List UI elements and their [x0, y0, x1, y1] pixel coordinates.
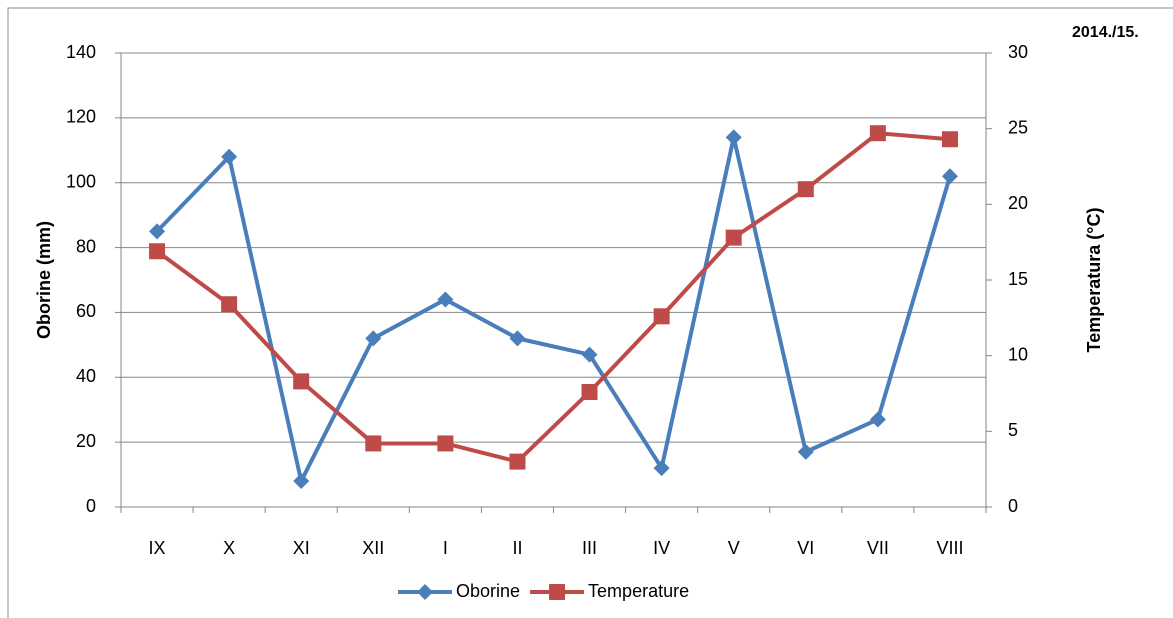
x-tick-label: VIII: [936, 538, 963, 558]
y2-tick-label: 5: [1008, 420, 1018, 440]
data-point: [149, 243, 166, 260]
x-tick-label: VI: [797, 538, 814, 558]
chart-title: 2014./15.: [1072, 24, 1139, 41]
y-tick-label: 20: [76, 431, 96, 451]
data-point: [797, 443, 814, 460]
data-point: [293, 373, 310, 390]
data-point: [221, 148, 238, 165]
x-tick-label: XII: [362, 538, 384, 558]
y2-tick-label: 25: [1008, 117, 1028, 137]
data-point: [653, 308, 670, 325]
y2-tick-label: 20: [1008, 193, 1028, 213]
data-point: [725, 229, 742, 246]
data-point: [941, 168, 958, 185]
y-tick-label: 120: [66, 107, 96, 127]
data-point: [725, 129, 742, 146]
data-point: [437, 435, 454, 452]
y2-tick-label: 10: [1008, 344, 1028, 364]
data-point: [869, 125, 886, 142]
y-tick-label: 100: [66, 171, 96, 191]
chart-frame: [7, 7, 1173, 618]
data-point: [509, 330, 526, 347]
data-point: [581, 346, 598, 363]
y2-tick-label: 0: [1008, 496, 1018, 516]
x-tick-label: IX: [149, 538, 166, 558]
y2-tick-label: 15: [1008, 269, 1028, 289]
x-tick-label: V: [728, 538, 740, 558]
y-tick-label: 60: [76, 301, 96, 321]
y-tick-label: 140: [66, 42, 96, 62]
data-point: [653, 460, 670, 477]
data-point: [581, 383, 598, 400]
x-tick-label: XI: [293, 538, 310, 558]
series-line: [155, 135, 952, 484]
x-tick-label: IV: [653, 538, 670, 558]
legend-label: Oborine: [456, 581, 520, 601]
x-tick-label: I: [443, 538, 448, 558]
x-tick-label: VII: [867, 538, 889, 558]
legend-marker: [417, 584, 433, 600]
y-axis-title: Oborine (mm): [34, 221, 54, 339]
x-tick-label: II: [512, 538, 522, 558]
data-point: [365, 435, 382, 452]
x-tick-label: III: [582, 538, 597, 558]
data-point: [509, 453, 526, 470]
y-tick-label: 0: [86, 496, 96, 516]
y2-tick-label: 30: [1008, 42, 1028, 62]
data-point: [797, 181, 814, 198]
data-point: [869, 411, 886, 428]
data-point: [293, 473, 310, 490]
x-tick-label: X: [223, 538, 235, 558]
y-tick-label: 80: [76, 236, 96, 256]
data-point: [365, 330, 382, 347]
data-point: [941, 131, 958, 148]
y2-axis-title: Temperatura (°C): [1084, 208, 1104, 353]
legend-marker: [549, 584, 566, 600]
data-point: [221, 296, 238, 313]
y-tick-label: 40: [76, 366, 96, 386]
data-point: [149, 223, 166, 240]
legend-label: Temperature: [588, 581, 689, 601]
data-point: [437, 291, 454, 308]
series-line: [155, 131, 951, 464]
